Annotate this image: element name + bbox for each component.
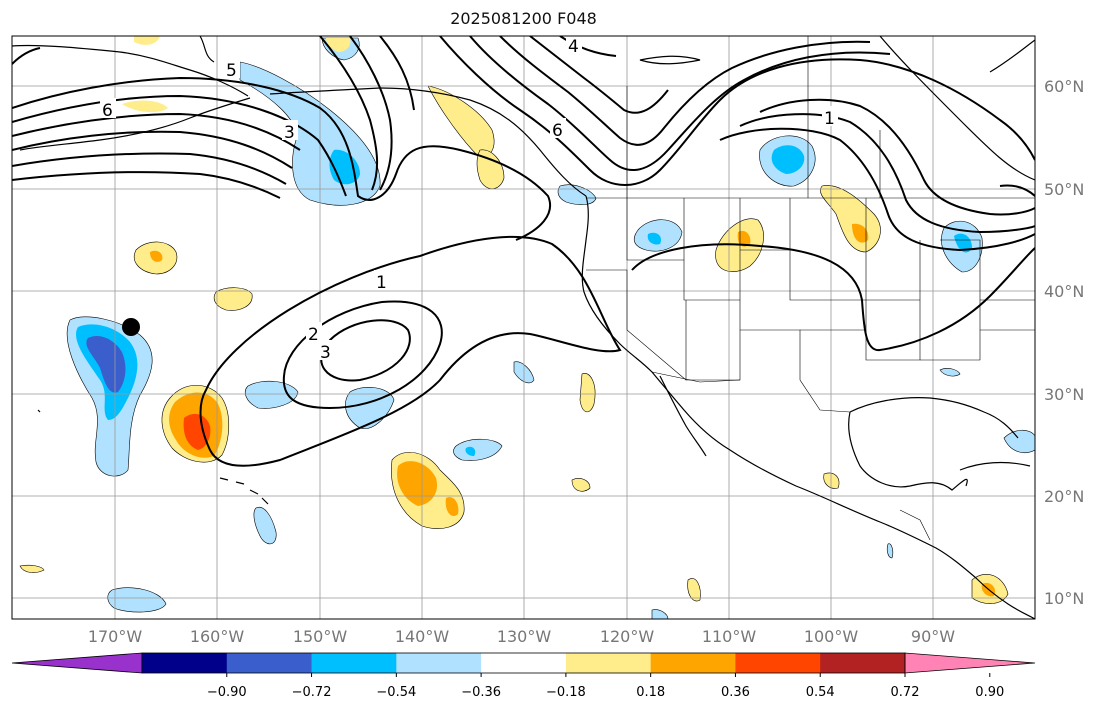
contour-2-ring — [282, 300, 443, 410]
lat-label-30n: 30°N — [1044, 385, 1084, 404]
map-frame — [11, 35, 1036, 620]
coastlines — [12, 36, 1035, 619]
contour-labels: 1 2 3 4 5 6 1 6 3 — [100, 36, 838, 363]
longitude-labels: 170°W 160°W 150°W 140°W 130°W 120°W 110°… — [88, 627, 955, 646]
lon-label-140w: 140°W — [395, 627, 450, 646]
colorbar-tick-label: −0.36 — [461, 685, 501, 700]
colorbar-tick-label: 0.72 — [891, 685, 920, 700]
colorbar-segment — [565, 653, 652, 673]
west-coast — [581, 195, 1035, 619]
colorbar — [11, 652, 1036, 674]
lat-label-20n: 20°N — [1044, 487, 1084, 506]
lon-label-100w: 100°W — [804, 627, 859, 646]
location-marker — [122, 318, 140, 336]
contours — [12, 36, 1035, 467]
colorbar-segment — [396, 653, 482, 673]
colorbar-extend-low — [11, 652, 143, 674]
lon-label-120w: 120°W — [600, 627, 655, 646]
colorbar-segment — [650, 653, 736, 673]
political-borders — [586, 36, 1035, 541]
lon-label-150w: 150°W — [293, 627, 348, 646]
contour-label-4: 4 — [568, 37, 579, 57]
lon-label-160w: 160°W — [190, 627, 245, 646]
lon-label-130w: 130°W — [497, 627, 552, 646]
colorbar-segment — [735, 653, 821, 673]
colorbar-segment — [226, 653, 313, 673]
colorbar-tick-label: −0.72 — [292, 685, 332, 700]
colorbar-tick-label: 0.36 — [721, 685, 750, 700]
contour-label-1: 1 — [376, 273, 387, 293]
map-title: 2025081200 F048 — [450, 9, 597, 28]
colorbar-segment — [820, 653, 906, 673]
colorbar-border — [141, 652, 906, 674]
contour-label-3: 3 — [320, 343, 331, 363]
contour-label-6: 6 — [102, 101, 113, 121]
colorbar-tick-label: −0.18 — [546, 685, 586, 700]
shaded-fields — [19, 36, 1035, 619]
colorbar-segment — [142, 653, 228, 673]
colorbar-tick-label: 0.90 — [975, 685, 1004, 700]
gulf-coast — [849, 397, 1019, 439]
contour-label-1-canada: 1 — [824, 109, 835, 129]
colorbar-tick-label: −0.90 — [207, 685, 247, 700]
lon-label-90w: 90°W — [911, 627, 955, 646]
latitude-labels: 60°N 50°N 40°N 30°N 20°N 10°N — [1044, 77, 1084, 608]
contour-label-3-alaska: 3 — [284, 123, 295, 143]
contour-label-6-bc: 6 — [552, 121, 563, 141]
contour-label-5: 5 — [226, 61, 237, 81]
lat-label-10n: 10°N — [1044, 589, 1084, 608]
lat-label-60n: 60°N — [1044, 77, 1084, 96]
contour-1-ring — [199, 235, 622, 467]
colorbar-tick-label: −0.54 — [376, 685, 416, 700]
contour-label-2: 2 — [308, 325, 319, 345]
lat-label-40n: 40°N — [1044, 282, 1084, 301]
contour-3-ring — [320, 319, 411, 382]
colorbar-segment — [311, 653, 397, 673]
colorbar-tick-labels: −0.90 −0.72 −0.54 −0.36 −0.18 0.18 0.36 0.54 0.7… — [207, 673, 1004, 700]
colorbar-tick-label: 0.54 — [806, 685, 835, 700]
contour-1-central-us — [631, 243, 1035, 352]
map-background — [12, 36, 1035, 619]
colorbar-tick-label: 0.18 — [636, 685, 665, 700]
colorbar-segment — [481, 653, 567, 673]
lat-label-50n: 50°N — [1044, 180, 1084, 199]
colorbar-extend-high — [904, 652, 1036, 674]
lon-label-110w: 110°W — [702, 627, 757, 646]
lon-label-170w: 170°W — [88, 627, 143, 646]
